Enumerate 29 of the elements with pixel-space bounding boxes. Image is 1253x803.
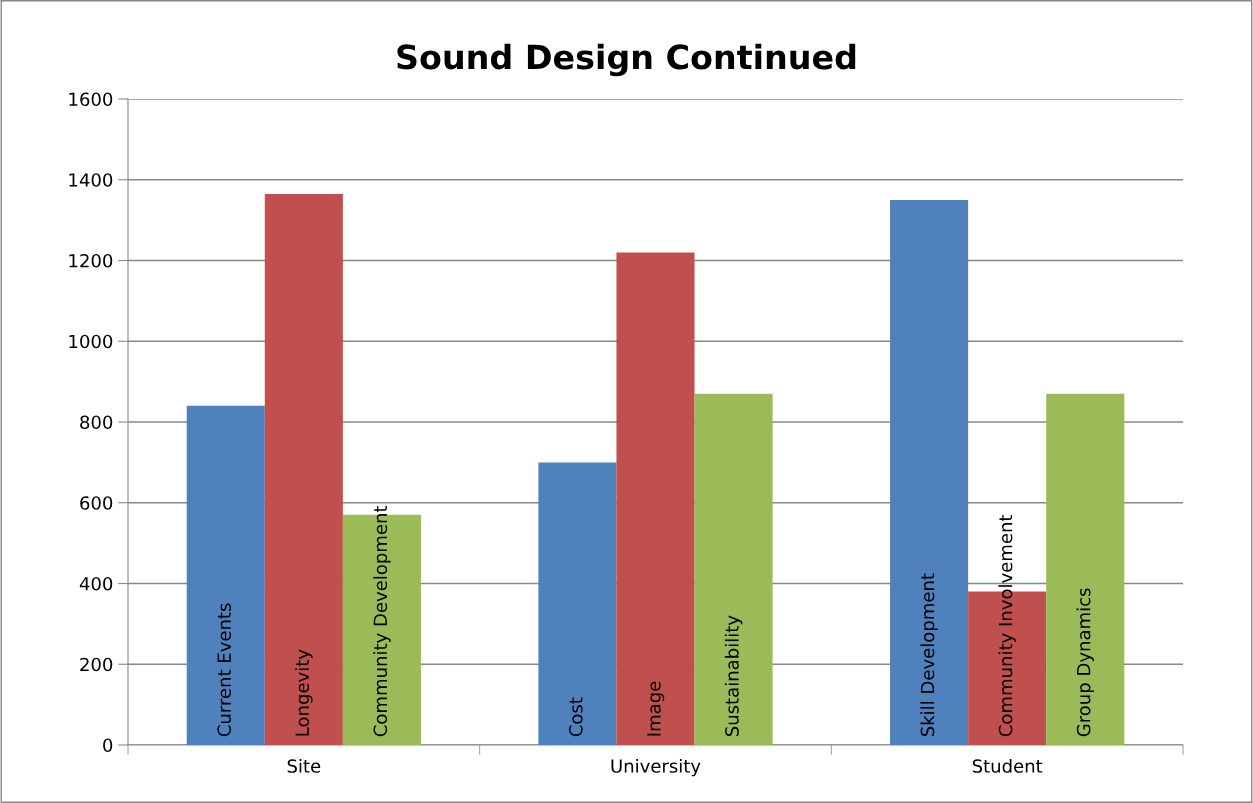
x-tick-label: University — [611, 758, 701, 777]
y-tick-label: 200 — [80, 657, 113, 672]
x-tick-label: Student — [972, 758, 1043, 773]
data-label: Image — [647, 681, 665, 736]
y-tick-label: 1600 — [69, 92, 113, 107]
bar — [694, 393, 773, 745]
data-label: Cost — [569, 697, 583, 737]
data-label: Group Dynamics — [1076, 588, 1094, 737]
y-tick-label: 800 — [80, 415, 113, 430]
data-label: Longevity — [295, 649, 313, 736]
y-tick-label: 1400 — [69, 173, 113, 187]
data-label: Skill Development — [920, 573, 938, 737]
y-tick-label: 1000 — [69, 334, 113, 349]
chart-title: Sound Design Continued — [397, 43, 856, 77]
bar — [538, 462, 617, 745]
bar — [616, 252, 695, 745]
bar — [890, 199, 969, 745]
bar — [186, 405, 265, 745]
x-tick-label: Site — [287, 758, 321, 773]
bar — [264, 193, 343, 745]
y-tick-label: 1200 — [69, 253, 113, 268]
data-label: Sustainability — [724, 615, 743, 737]
data-label: Current Events — [217, 603, 231, 737]
y-tick-label: 600 — [80, 496, 113, 510]
data-label: Community Involvement — [998, 514, 1016, 737]
bar — [1046, 393, 1125, 745]
y-tick-label: 400 — [79, 576, 113, 591]
data-label: Community Development — [373, 505, 391, 737]
y-tick-label: 0 — [103, 738, 113, 753]
